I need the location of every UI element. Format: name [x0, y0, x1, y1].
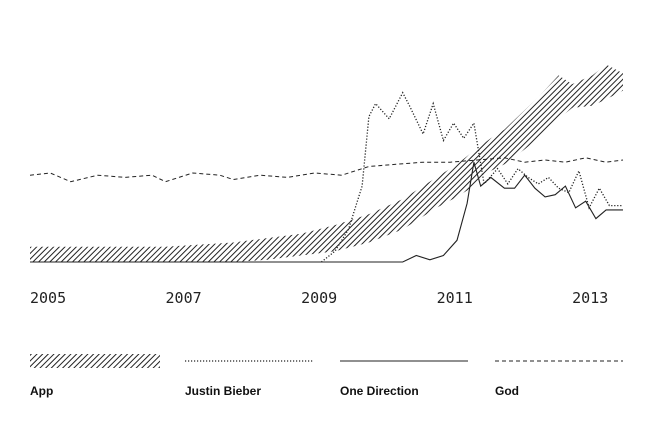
legend-label-god: God [495, 384, 519, 398]
series-justin-bieber-line [320, 91, 623, 263]
series-god-line [29, 157, 624, 183]
legend-item-god: God [495, 360, 623, 398]
legend: App Justin Bieber One Direction God [30, 354, 623, 398]
legend-item-app: App [30, 354, 160, 398]
x-tick-label: 2013 [572, 289, 608, 307]
legend-label-app: App [30, 384, 53, 398]
legend-item-justin-bieber: Justin Bieber [185, 360, 313, 398]
x-tick-label: 2005 [30, 289, 66, 307]
legend-item-one-direction: One Direction [340, 360, 468, 398]
legend-label-one-direction: One Direction [340, 384, 419, 398]
plot-area [29, 64, 624, 263]
x-tick-label: 2009 [301, 289, 337, 307]
legend-label-justin-bieber: Justin Bieber [185, 384, 261, 398]
series-app-band [30, 64, 623, 262]
series-one-direction-line [30, 162, 623, 263]
x-tick-label: 2011 [437, 289, 473, 307]
x-axis: 2005 2007 2009 2011 2013 [30, 289, 608, 307]
legend-swatch-app [30, 354, 160, 368]
x-tick-label: 2007 [166, 289, 202, 307]
